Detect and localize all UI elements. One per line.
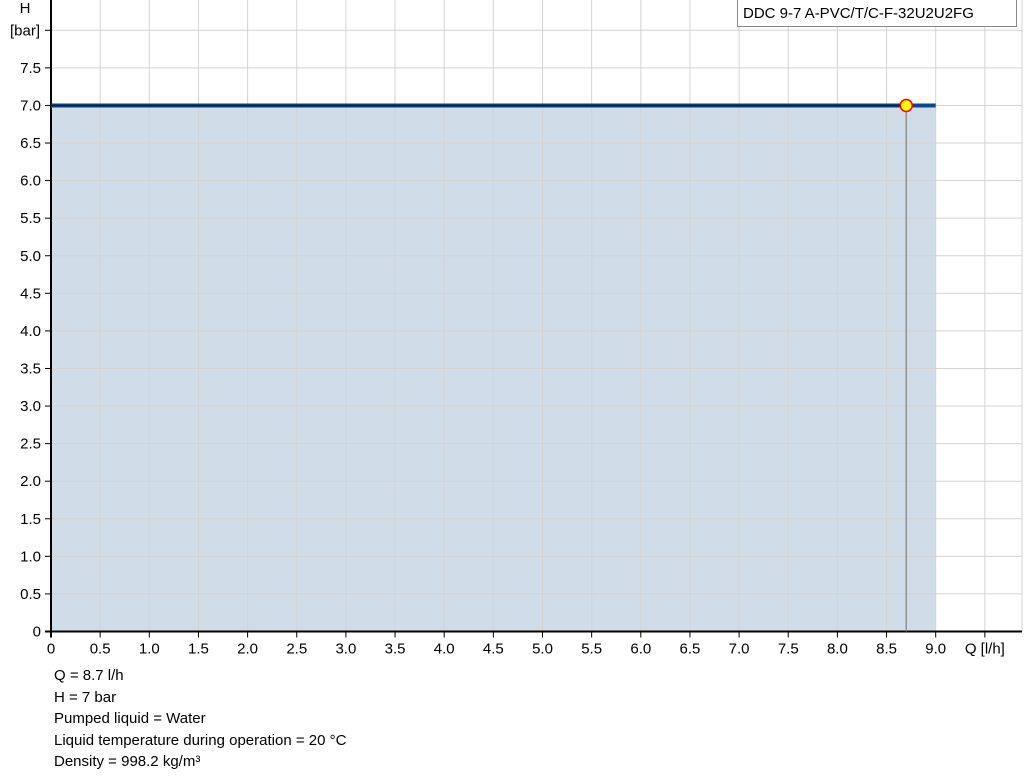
y-tick-label: 0 [33,624,41,641]
y-tick-label: 6.0 [20,173,41,190]
x-tick-label: 6.0 [630,641,651,658]
x-tick-label: 2.5 [286,641,307,658]
y-tick-label: 6.5 [20,135,41,152]
y-tick-label: 4.0 [20,323,41,340]
x-tick-label: 5.5 [581,641,602,658]
operating-info: Q = 8.7 l/h H = 7 bar Pumped liquid = Wa… [54,665,346,773]
y-axis-label-unit: [bar] [10,22,40,39]
y-tick-label: 3.5 [20,360,41,377]
operating-point-marker [899,98,913,113]
y-axis-label-name: H [20,0,31,17]
x-tick-label: 8.0 [827,641,848,658]
x-tick-label: 3.0 [335,641,356,658]
x-tick-label: 0.5 [90,641,111,658]
x-tick-label: 2.0 [237,641,258,658]
x-tick-label: 4.5 [483,641,504,658]
x-tick-label: 0 [47,641,55,658]
y-tick-label: 5.0 [20,248,41,265]
y-tick-label: 3.0 [20,398,41,415]
x-tick-label: 8.5 [876,641,897,658]
chart-legend: DDC 9-7 A-PVC/T/C-F-32U2U2FG [737,0,1017,27]
info-liquid: Pumped liquid = Water [54,710,206,727]
y-tick-label: 2.0 [20,473,41,490]
x-tick-label: 1.0 [139,641,160,658]
x-tick-label: 6.5 [680,641,701,658]
y-tick-label: 4.5 [20,285,41,302]
y-tick-label: 0.5 [20,586,41,603]
x-tick-label: 3.5 [385,641,406,658]
y-tick-label: 5.5 [20,210,41,227]
legend-label: DDC 9-7 A-PVC/T/C-F-32U2U2FG [743,5,974,22]
info-flow: Q = 8.7 l/h [54,667,124,684]
y-tick-label: 1.5 [20,511,41,528]
y-tick-label: 1.0 [20,548,41,565]
info-head: H = 7 bar [54,688,117,706]
y-tick-label: 7.0 [20,97,41,114]
x-axis-label: Q [l/h] [965,641,1005,658]
x-tick-label: 5.0 [532,641,553,658]
x-tick-label: 7.0 [729,641,750,658]
x-tick-label: 7.5 [778,641,799,658]
x-tick-label: 4.0 [434,641,455,658]
x-tick-label: 9.0 [925,641,946,658]
x-tick-label: 1.5 [188,641,209,658]
info-density: Density = 998.2 kg/m³ [54,753,201,770]
info-temperature: Liquid temperature during operation = 20… [54,731,347,749]
y-tick-label: 2.5 [20,436,41,453]
y-tick-label: 7.5 [20,60,41,77]
